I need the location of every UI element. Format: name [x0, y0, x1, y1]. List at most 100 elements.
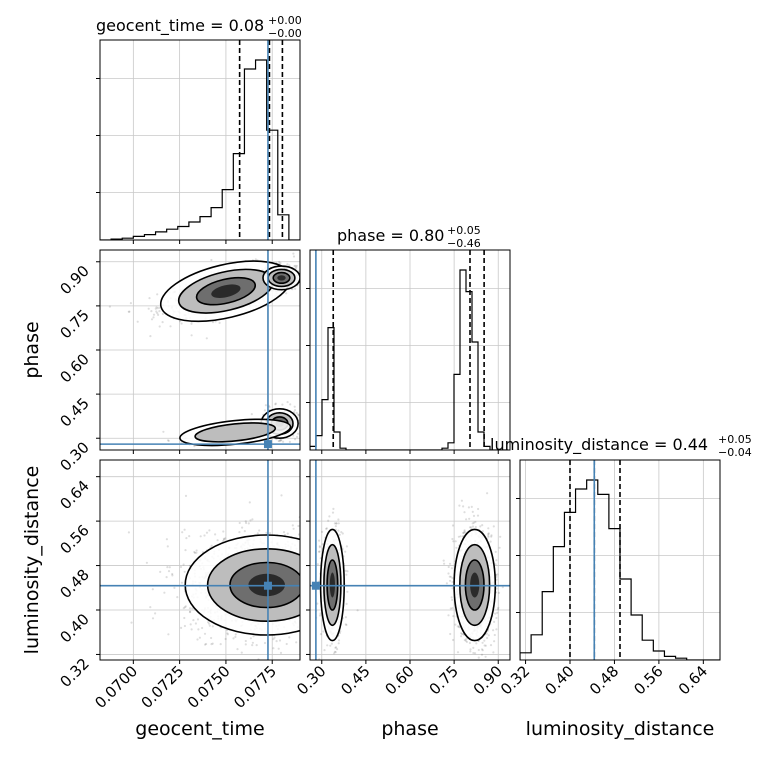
sample-point [161, 321, 164, 324]
sample-point [216, 539, 219, 542]
sample-point [211, 321, 215, 324]
sample-point [476, 514, 480, 517]
truth-marker [311, 581, 320, 590]
sample-point [263, 641, 267, 645]
sample-point [194, 622, 197, 625]
sample-point [161, 312, 164, 315]
sample-point [165, 576, 168, 579]
sample-point [335, 522, 338, 525]
sample-point [356, 609, 359, 612]
sample-point [272, 638, 275, 641]
sample-point [180, 581, 183, 584]
sample-point [293, 411, 296, 414]
x-tick-label-phase-0: 0.30 [293, 662, 329, 698]
sample-point [250, 413, 253, 416]
sample-point [493, 633, 496, 637]
sample-point [481, 641, 484, 644]
sample-point [329, 644, 332, 647]
sample-point [166, 545, 169, 548]
sample-point [462, 531, 465, 535]
sample-point [264, 404, 267, 407]
sample-point [498, 546, 501, 549]
y-tick-label-luminosity-distance-4: 0.64 [56, 477, 92, 513]
sample-point [334, 646, 337, 649]
sample-point [469, 650, 472, 653]
sample-point [179, 565, 183, 569]
sample-point [180, 322, 183, 325]
sample-point [108, 305, 111, 308]
sample-point [322, 630, 325, 633]
truth-marker [263, 581, 272, 590]
sample-point [297, 524, 300, 528]
sample-point [199, 535, 202, 538]
sample-point [489, 644, 493, 647]
hist-panel-luminosity-distance [516, 459, 721, 661]
sample-point [452, 638, 455, 642]
sample-point [484, 655, 487, 658]
sample-point [460, 632, 464, 636]
sample-point [487, 527, 490, 530]
sample-point [292, 252, 295, 255]
x-tick-label-luminosity-distance-0: 0.32 [497, 662, 533, 698]
y-axis-label-luminosity-distance: luminosity_distance [21, 466, 43, 655]
sample-point [167, 633, 170, 636]
sample-point [470, 505, 473, 508]
title-phase: phase = 0.80 [337, 226, 444, 245]
sample-point [285, 292, 288, 295]
sample-point [449, 632, 452, 636]
sample-point [499, 535, 502, 538]
sample-point [458, 626, 461, 629]
density-frame [99, 459, 301, 661]
y-tick-label-luminosity-distance-0: 0.32 [56, 655, 92, 691]
sample-point [460, 635, 463, 638]
sample-point [492, 629, 495, 632]
sample-point [127, 310, 130, 313]
sample-point [337, 639, 341, 642]
sample-point [490, 535, 493, 538]
sample-point [494, 563, 497, 566]
sample-point [487, 532, 490, 536]
sample-point [232, 637, 235, 640]
sample-point [155, 306, 158, 309]
sample-point [292, 434, 295, 437]
title-phase-plus: +0.05 [447, 224, 481, 237]
sample-point [457, 535, 460, 538]
sample-point [467, 506, 470, 509]
sample-point [154, 307, 157, 310]
sample-point [454, 623, 457, 626]
sample-point [243, 530, 246, 533]
sample-point [158, 325, 161, 328]
sample-point [222, 530, 225, 533]
sample-point [497, 606, 500, 609]
sample-point [274, 402, 277, 405]
x-tick-label-geocent-time-2: 0.0750 [184, 662, 234, 712]
sample-point [481, 530, 484, 533]
hist-panel-phase [306, 249, 511, 451]
sample-point [255, 644, 258, 647]
histogram-step-line [520, 479, 720, 660]
sample-point [462, 505, 465, 508]
sample-point [493, 620, 496, 624]
density-panel-geocent-time-vs-phase [99, 249, 301, 451]
sample-point [189, 623, 192, 626]
sample-point [286, 263, 289, 266]
sample-point [485, 632, 488, 635]
sample-point [183, 606, 186, 609]
sample-point [128, 310, 131, 313]
sample-point [458, 504, 461, 507]
sample-point [474, 652, 477, 655]
histogram-step-line [310, 269, 508, 450]
sample-point [291, 524, 294, 527]
sample-point [148, 297, 151, 300]
sample-point [331, 511, 335, 514]
sample-point [336, 648, 339, 651]
sample-point [149, 606, 152, 609]
sample-point [451, 576, 454, 580]
sample-point [471, 522, 474, 525]
sample-point [151, 588, 154, 591]
hist-panel-geocent-time [96, 39, 301, 241]
x-tick-label-phase-1: 0.45 [337, 662, 373, 698]
sample-point [484, 644, 487, 647]
sample-point [449, 579, 452, 582]
sample-point [210, 544, 213, 547]
